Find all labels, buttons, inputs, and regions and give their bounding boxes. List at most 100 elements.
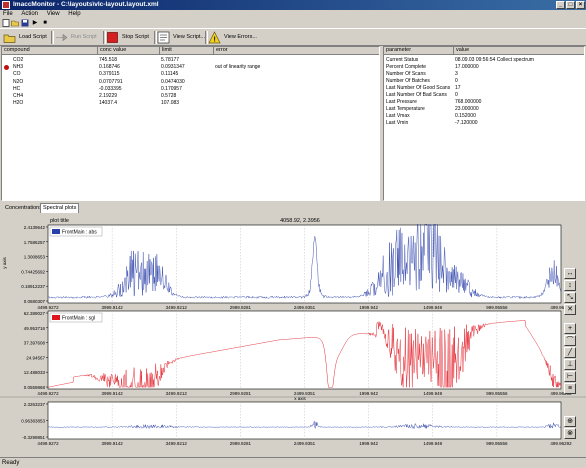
- table-row[interactable]: HC -0.033395 0.170957: [2, 86, 379, 93]
- cell-name: Current Status: [386, 57, 419, 63]
- x-tick-label: 4499.9272: [37, 441, 59, 446]
- y-tick-label: 0.0680307: [24, 299, 46, 304]
- col-header-limit[interactable]: limit: [160, 47, 214, 55]
- parameter-row[interactable]: Last Pressure 768.000000: [384, 99, 584, 106]
- x-tick-label: 2999.9281: [230, 305, 252, 310]
- close-button[interactable]: ×: [576, 1, 585, 9]
- load-script-button[interactable]: Load Script: [3, 31, 49, 44]
- menu-view[interactable]: View: [46, 11, 60, 17]
- stop-script-button[interactable]: Stop Script: [106, 31, 152, 44]
- peak-tool-icon[interactable]: ⌒: [564, 335, 576, 346]
- y-tick-label: 0.18912237: [21, 284, 45, 289]
- x-tick-label: 3999.9142: [101, 391, 123, 396]
- play-icon[interactable]: ▶: [32, 20, 38, 26]
- parameter-row[interactable]: Number Of Scans 3: [384, 71, 584, 78]
- x-tick-label: 499.96292: [550, 305, 572, 310]
- parameter-row[interactable]: Number Of Batches 0: [384, 78, 584, 85]
- parameter-row[interactable]: Last Temperature 23.000000: [384, 106, 584, 113]
- y-tick-label: 62.389027: [24, 311, 46, 316]
- parameter-row[interactable]: Last Number Of Good Scans 17: [384, 85, 584, 92]
- crosshair-icon[interactable]: +: [564, 323, 576, 334]
- pan-vertical-icon[interactable]: ↕: [564, 280, 576, 291]
- window-title: ImaccMonitor - C:\layouts\vlc-layout.lay…: [13, 1, 159, 8]
- cell-compound: CH4: [13, 93, 24, 99]
- parameter-row[interactable]: Last Number Of Bad Scans 0: [384, 92, 584, 99]
- view-errors-button[interactable]: ! View Errors...: [208, 31, 257, 44]
- table-row[interactable]: N2O 0.0707791 0.0474030: [2, 78, 379, 86]
- x-tick-label: 2999.9281: [230, 391, 252, 396]
- minimize-button[interactable]: _: [556, 1, 565, 9]
- x-tick-label: 4499.9272: [37, 391, 59, 396]
- y-tick-label: 2.4139642: [24, 225, 46, 230]
- folder-icon: [3, 34, 16, 43]
- cell-value: 768.000000: [455, 99, 482, 105]
- cell-value: 3: [455, 71, 458, 77]
- menu-file[interactable]: File: [3, 11, 13, 17]
- parameter-row[interactable]: Last Vmax 0.152000: [384, 113, 584, 120]
- script-toolbar: Load Script Run Script Stop Script View …: [0, 28, 586, 46]
- zoom-fit-icon[interactable]: ⤡: [564, 292, 576, 303]
- span-icon[interactable]: ⊢: [564, 371, 576, 382]
- x-tick-label: 499.96292: [550, 391, 572, 396]
- y-tick-label: -0.3299851: [22, 435, 45, 440]
- x-tick-label: 3499.9212: [166, 441, 188, 446]
- x-tick-label: 999.95556: [486, 391, 508, 396]
- cell-name: Last Vmax: [386, 113, 410, 119]
- expand-icon[interactable]: ⊗: [564, 428, 576, 439]
- app-icon: [2, 1, 10, 9]
- table-row[interactable]: H2O 14037.4 107.083: [2, 100, 379, 107]
- quick-toolbar: ▶ ■: [0, 18, 586, 28]
- cell-value: 17: [455, 85, 461, 91]
- menu-help[interactable]: Help: [68, 11, 81, 17]
- col-header-compound[interactable]: compound: [2, 47, 98, 55]
- x-tick-label: 1999.942: [359, 305, 378, 310]
- list-icon[interactable]: ≡: [564, 383, 576, 394]
- table-row[interactable]: NH3 0.168746 0.0931347 out of linearity ran…: [2, 64, 379, 71]
- cell-conc: 2.19229: [99, 93, 118, 99]
- parameter-row[interactable]: Current Status 08.09.03 09:56:54 Collect …: [384, 57, 584, 64]
- line-tool-icon[interactable]: ╱: [564, 347, 576, 358]
- tab-concentrations[interactable]: Concentrations: [5, 205, 42, 211]
- cell-value: 17.000000: [455, 64, 479, 70]
- table-row[interactable]: CO2 745.518 5.78177: [2, 57, 379, 64]
- status-bar: Ready: [0, 457, 586, 467]
- menu-bar: File Action View Help: [0, 10, 586, 18]
- cell-compound: H2O: [13, 100, 24, 107]
- col-header-conc[interactable]: conc value: [98, 47, 160, 55]
- cell-limit: 107.083: [161, 100, 180, 107]
- x-tick-label: 4499.9272: [37, 305, 59, 310]
- open-folder-icon[interactable]: [11, 19, 19, 27]
- run-script-button[interactable]: Run Script: [55, 31, 101, 44]
- spectral-plot-area: plot title 4058.92, 2.3956 2.4139642 1.7586…: [0, 213, 586, 456]
- cell-conc: 0.0707791: [99, 78, 123, 85]
- maximize-button[interactable]: □: [566, 1, 575, 9]
- col-header-error[interactable]: error: [214, 47, 379, 55]
- y-tick-label: 0.0559868: [24, 385, 46, 390]
- x-tick-label: 3499.9212: [166, 305, 188, 310]
- cell-name: Number Of Batches: [386, 78, 430, 84]
- x-tick-label: 499.96292: [550, 441, 572, 446]
- tab-spectral-plots[interactable]: Spectral plots: [40, 203, 80, 214]
- menu-action[interactable]: Action: [21, 11, 39, 17]
- zoom-in-icon[interactable]: ⊕: [564, 416, 576, 427]
- stop-icon[interactable]: ■: [43, 20, 47, 26]
- table-row[interactable]: CH4 2.19229 0.5728: [2, 93, 379, 100]
- svg-text:!: !: [214, 37, 216, 44]
- x-tick-label: 1499.949: [423, 441, 442, 446]
- col-header-parameter[interactable]: parameter: [384, 47, 454, 55]
- table-row[interactable]: CO 0.379115 0.11145: [2, 71, 379, 78]
- zoom-horizontal-icon[interactable]: ↔: [564, 268, 576, 279]
- new-file-icon[interactable]: [2, 19, 10, 27]
- save-disk-icon[interactable]: [21, 19, 29, 27]
- cell-limit: 5.78177: [161, 57, 180, 63]
- zoom-out-icon[interactable]: ✕: [564, 304, 576, 315]
- measure-icon[interactable]: ⊥: [564, 359, 576, 370]
- script-view-icon: [157, 31, 170, 44]
- plot-title: plot title: [50, 218, 69, 224]
- view-script-button[interactable]: View Script...: [157, 31, 205, 44]
- series-line-0: [47, 224, 562, 299]
- parameter-row[interactable]: Last Vmin -7.120000: [384, 120, 584, 127]
- parameter-row[interactable]: Percent Complete 17.000000: [384, 64, 584, 71]
- legend-box: [49, 312, 103, 323]
- col-header-value[interactable]: value: [454, 47, 584, 55]
